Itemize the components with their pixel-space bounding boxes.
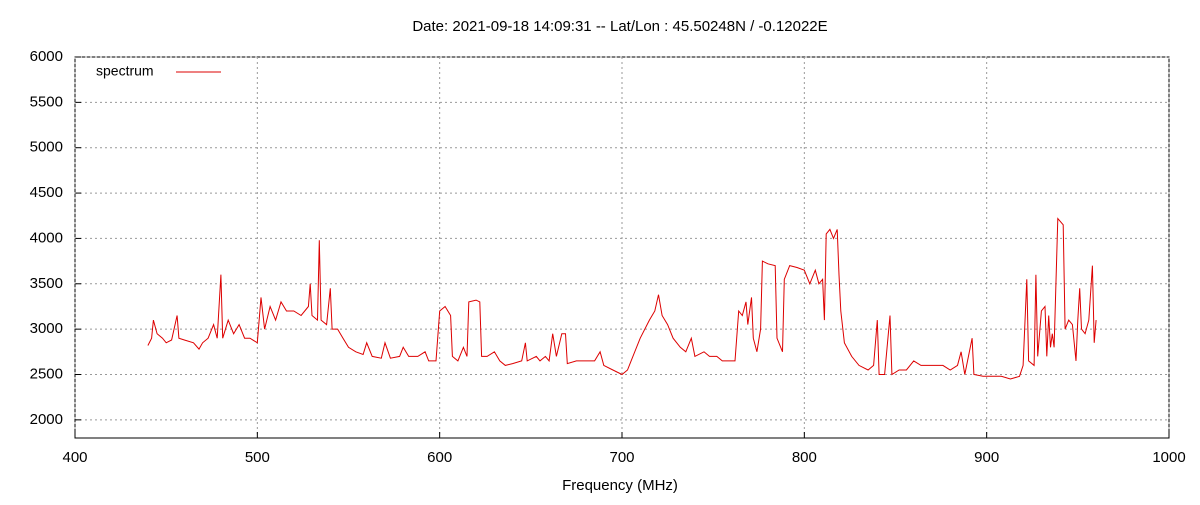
x-tick-label: 600 xyxy=(427,449,452,466)
y-tick-label: 6000 xyxy=(30,48,63,65)
y-tick-label: 3000 xyxy=(30,320,63,337)
x-axis-label: Frequency (MHz) xyxy=(562,477,678,494)
y-tick-label: 2000 xyxy=(30,411,63,428)
x-tick-label: 500 xyxy=(245,449,270,466)
y-tick-label: 4000 xyxy=(30,229,63,246)
y-tick-label: 3500 xyxy=(30,275,63,292)
y-tick-label: 5500 xyxy=(30,93,63,110)
x-tick-label: 1000 xyxy=(1152,449,1185,466)
y-tick-label: 2500 xyxy=(30,365,63,382)
y-tick-label: 5000 xyxy=(30,139,63,156)
x-tick-label: 400 xyxy=(62,449,87,466)
series-line xyxy=(147,217,1097,380)
legend-label: spectrum xyxy=(96,63,154,79)
x-tick-label: 900 xyxy=(974,449,999,466)
y-tick-label: 4500 xyxy=(30,184,63,201)
x-tick-label: 800 xyxy=(792,449,817,466)
chart-title: Date: 2021-09-18 14:09:31 -- Lat/Lon : 4… xyxy=(412,18,827,35)
x-tick-label: 700 xyxy=(609,449,634,466)
